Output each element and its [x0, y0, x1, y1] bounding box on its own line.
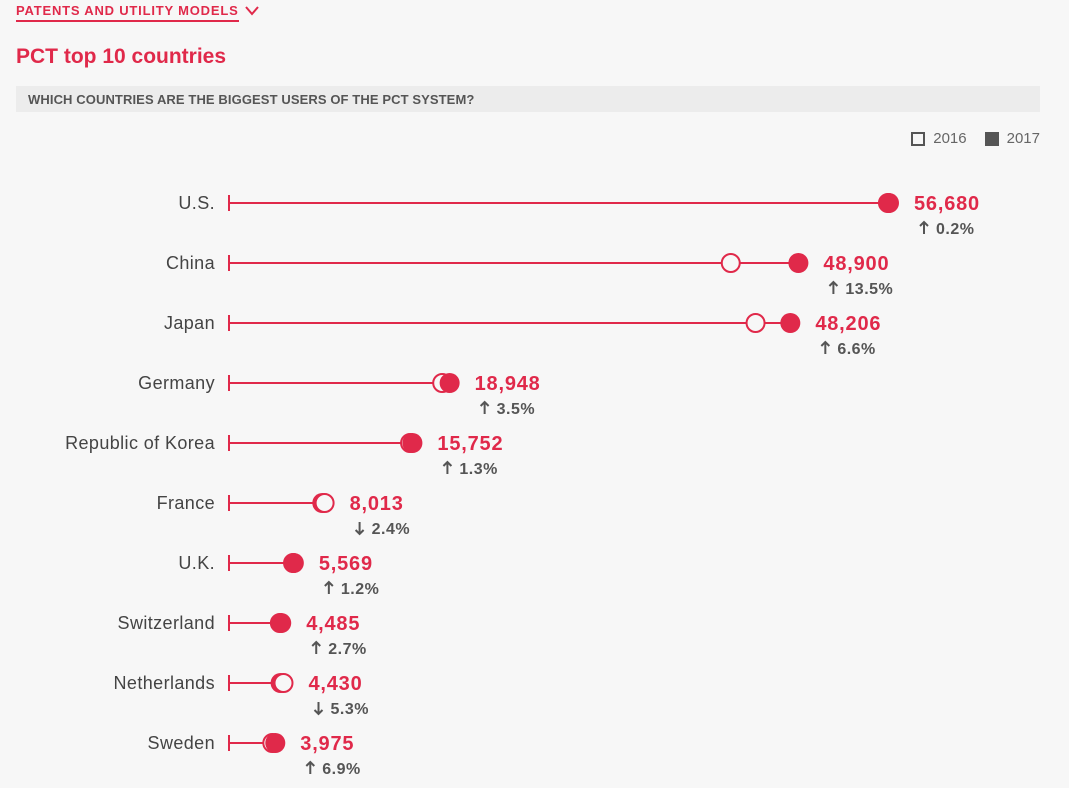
- legend-label-2016: 2016: [933, 130, 967, 147]
- value-label: 18,948: [475, 373, 541, 395]
- arrow-up-icon: [820, 340, 831, 354]
- page-title: PCT top 10 countries: [16, 45, 227, 68]
- legend-item-2017[interactable]: 2017: [984, 130, 1040, 147]
- category-label: Germany: [138, 373, 215, 393]
- chart-subtitle: WHICH COUNTRIES ARE THE BIGGEST USERS OF…: [28, 91, 475, 107]
- category-label: U.S.: [178, 193, 215, 213]
- legend-swatch-filled: [984, 131, 999, 146]
- dot-2017: [402, 433, 423, 453]
- category-label: U.K.: [178, 553, 215, 573]
- dot-2016: [720, 253, 741, 273]
- change-label: 1.2%: [341, 581, 379, 598]
- value-label: 5,569: [319, 553, 373, 575]
- category-label: France: [157, 493, 215, 513]
- value-label: 48,900: [823, 253, 889, 275]
- arrow-down-icon: [354, 522, 365, 536]
- dot-2017: [265, 733, 286, 753]
- dot-2017: [879, 193, 899, 213]
- section-nav-dropdown[interactable]: PATENTS AND UTILITY MODELS: [16, 3, 259, 22]
- dot-2017: [283, 553, 304, 573]
- dot-2017: [439, 373, 460, 393]
- section-nav-label: PATENTS AND UTILITY MODELS: [16, 3, 239, 22]
- dot-2016: [314, 493, 335, 513]
- category-label: Sweden: [148, 733, 215, 753]
- change-label: 2.4%: [372, 521, 410, 538]
- value-label: 56,680: [914, 193, 980, 215]
- arrow-up-icon: [828, 280, 839, 294]
- category-label: Switzerland: [118, 613, 215, 633]
- value-label: 4,485: [306, 613, 360, 635]
- dot-2017: [271, 613, 292, 633]
- value-label: 4,430: [308, 673, 362, 695]
- change-label: 13.5%: [845, 281, 893, 298]
- change-label: 2.7%: [328, 641, 366, 658]
- arrow-up-icon: [442, 460, 453, 474]
- dot-2017: [780, 313, 801, 333]
- change-label: 6.9%: [322, 761, 360, 778]
- legend-item-2016[interactable]: 2016: [911, 130, 967, 147]
- legend: 2016 2017: [893, 130, 1040, 147]
- subtitle-bar: WHICH COUNTRIES ARE THE BIGGEST USERS OF…: [16, 86, 1040, 112]
- change-label: 6.6%: [837, 341, 875, 358]
- legend-swatch-open: [911, 131, 926, 146]
- value-label: 3,975: [300, 733, 354, 755]
- dot-2016: [273, 673, 294, 693]
- legend-label-2017: 2017: [1006, 130, 1040, 147]
- arrow-up-icon: [919, 220, 929, 234]
- arrow-up-icon: [305, 760, 315, 774]
- dot-2017: [788, 253, 809, 273]
- value-label: 15,752: [437, 433, 503, 455]
- arrow-up-icon: [479, 400, 490, 414]
- category-label: Japan: [164, 313, 215, 333]
- change-label: 0.2%: [936, 221, 974, 238]
- arrow-up-icon: [324, 580, 334, 594]
- arrow-down-icon: [313, 702, 324, 716]
- chevron-down-icon: [244, 6, 259, 16]
- value-label: 48,206: [815, 313, 881, 335]
- change-label: 5.3%: [330, 701, 368, 718]
- value-label: 8,013: [350, 493, 404, 515]
- change-label: 3.5%: [497, 401, 535, 418]
- arrow-up-icon: [311, 640, 321, 654]
- category-label: Republic of Korea: [65, 433, 215, 453]
- category-label: China: [166, 253, 216, 273]
- change-label: 1.3%: [459, 461, 497, 478]
- category-label: Netherlands: [114, 673, 215, 693]
- dot-2016: [745, 313, 766, 333]
